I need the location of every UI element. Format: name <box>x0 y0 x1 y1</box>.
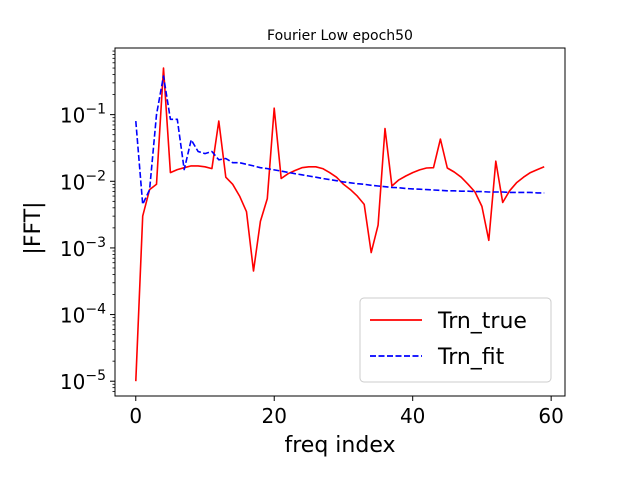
y-tick-label: 10−3 <box>60 235 106 261</box>
series-line-trn-fit <box>135 75 545 206</box>
y-tick-label: 10−2 <box>60 168 106 194</box>
series-line-trn-true <box>135 67 545 382</box>
y-tick-label: 10−4 <box>60 302 106 328</box>
legend-label: Trn_fit <box>437 345 505 370</box>
y-axis-label: |FFT| <box>21 201 46 254</box>
chart-title: Fourier Low epoch50 <box>267 28 413 44</box>
legend-box <box>359 297 552 383</box>
x-tick-label: 0 <box>129 404 142 428</box>
y-tick-label: 10−1 <box>60 102 106 128</box>
y-tick-label: 10−5 <box>60 368 106 394</box>
x-tick-label: 20 <box>262 404 287 428</box>
x-axis-label: freq index <box>285 433 396 458</box>
x-tick-label: 60 <box>538 404 563 428</box>
plot-area-frame <box>114 47 566 397</box>
legend-label: Trn_true <box>437 309 527 334</box>
x-tick-label: 40 <box>400 404 425 428</box>
